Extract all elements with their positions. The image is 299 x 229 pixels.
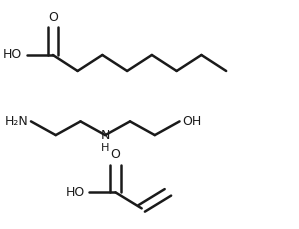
Text: HO: HO: [65, 186, 85, 199]
Text: O: O: [48, 11, 58, 24]
Text: H: H: [101, 143, 109, 153]
Text: HO: HO: [3, 49, 22, 61]
Text: H₂N: H₂N: [4, 115, 28, 128]
Text: N: N: [100, 129, 110, 142]
Text: OH: OH: [182, 115, 202, 128]
Text: O: O: [111, 148, 120, 161]
